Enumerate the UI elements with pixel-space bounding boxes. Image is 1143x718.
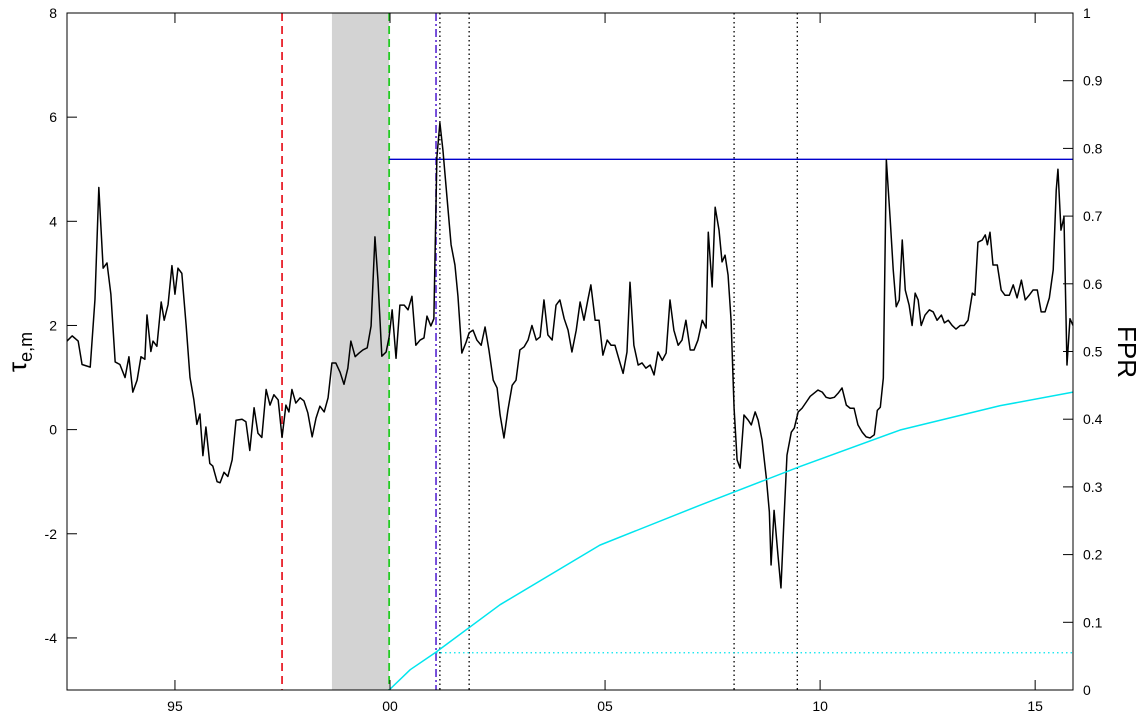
x-tick-label: 00 xyxy=(382,698,398,714)
y-tick-label: 0 xyxy=(49,422,57,438)
y-tick-label: 8 xyxy=(49,5,57,21)
data-line xyxy=(66,122,1074,589)
y2-tick-label: 0.9 xyxy=(1083,73,1103,89)
x-tick-label: 05 xyxy=(597,698,613,714)
y2-tick-label: 0.7 xyxy=(1083,208,1103,224)
y2-tick-label: 0.8 xyxy=(1083,140,1103,156)
y-axis-symbol: τ xyxy=(2,361,32,372)
y2-tick-label: 0.4 xyxy=(1083,411,1103,427)
y-tick-label: 2 xyxy=(49,317,57,333)
plot-frame xyxy=(66,12,1074,691)
y2-tick-label: 0.6 xyxy=(1083,276,1103,292)
y2-tick-label: 1 xyxy=(1083,5,1091,21)
y-tick-label: 4 xyxy=(49,213,57,229)
x-tick-label: 15 xyxy=(1027,698,1043,714)
y-tick-label: -4 xyxy=(45,630,58,646)
x-tick-label: 95 xyxy=(167,698,183,714)
y2-axis-label: FPR xyxy=(1112,326,1142,378)
y-tick-label: 6 xyxy=(49,109,57,125)
y2-tick-label: 0.2 xyxy=(1083,547,1103,563)
y-axis-subscript: e,m xyxy=(16,332,36,362)
x-tick-label: 10 xyxy=(812,698,828,714)
data-line xyxy=(388,391,1074,691)
y-axis-label: τe,m xyxy=(2,332,36,372)
y2-tick-label: 0.1 xyxy=(1083,614,1103,630)
y2-tick-label: 0.3 xyxy=(1083,479,1103,495)
y-tick-label: -2 xyxy=(45,526,58,542)
y2-tick-label: 0 xyxy=(1083,682,1091,698)
y2-tick-label: 0.5 xyxy=(1083,344,1103,360)
